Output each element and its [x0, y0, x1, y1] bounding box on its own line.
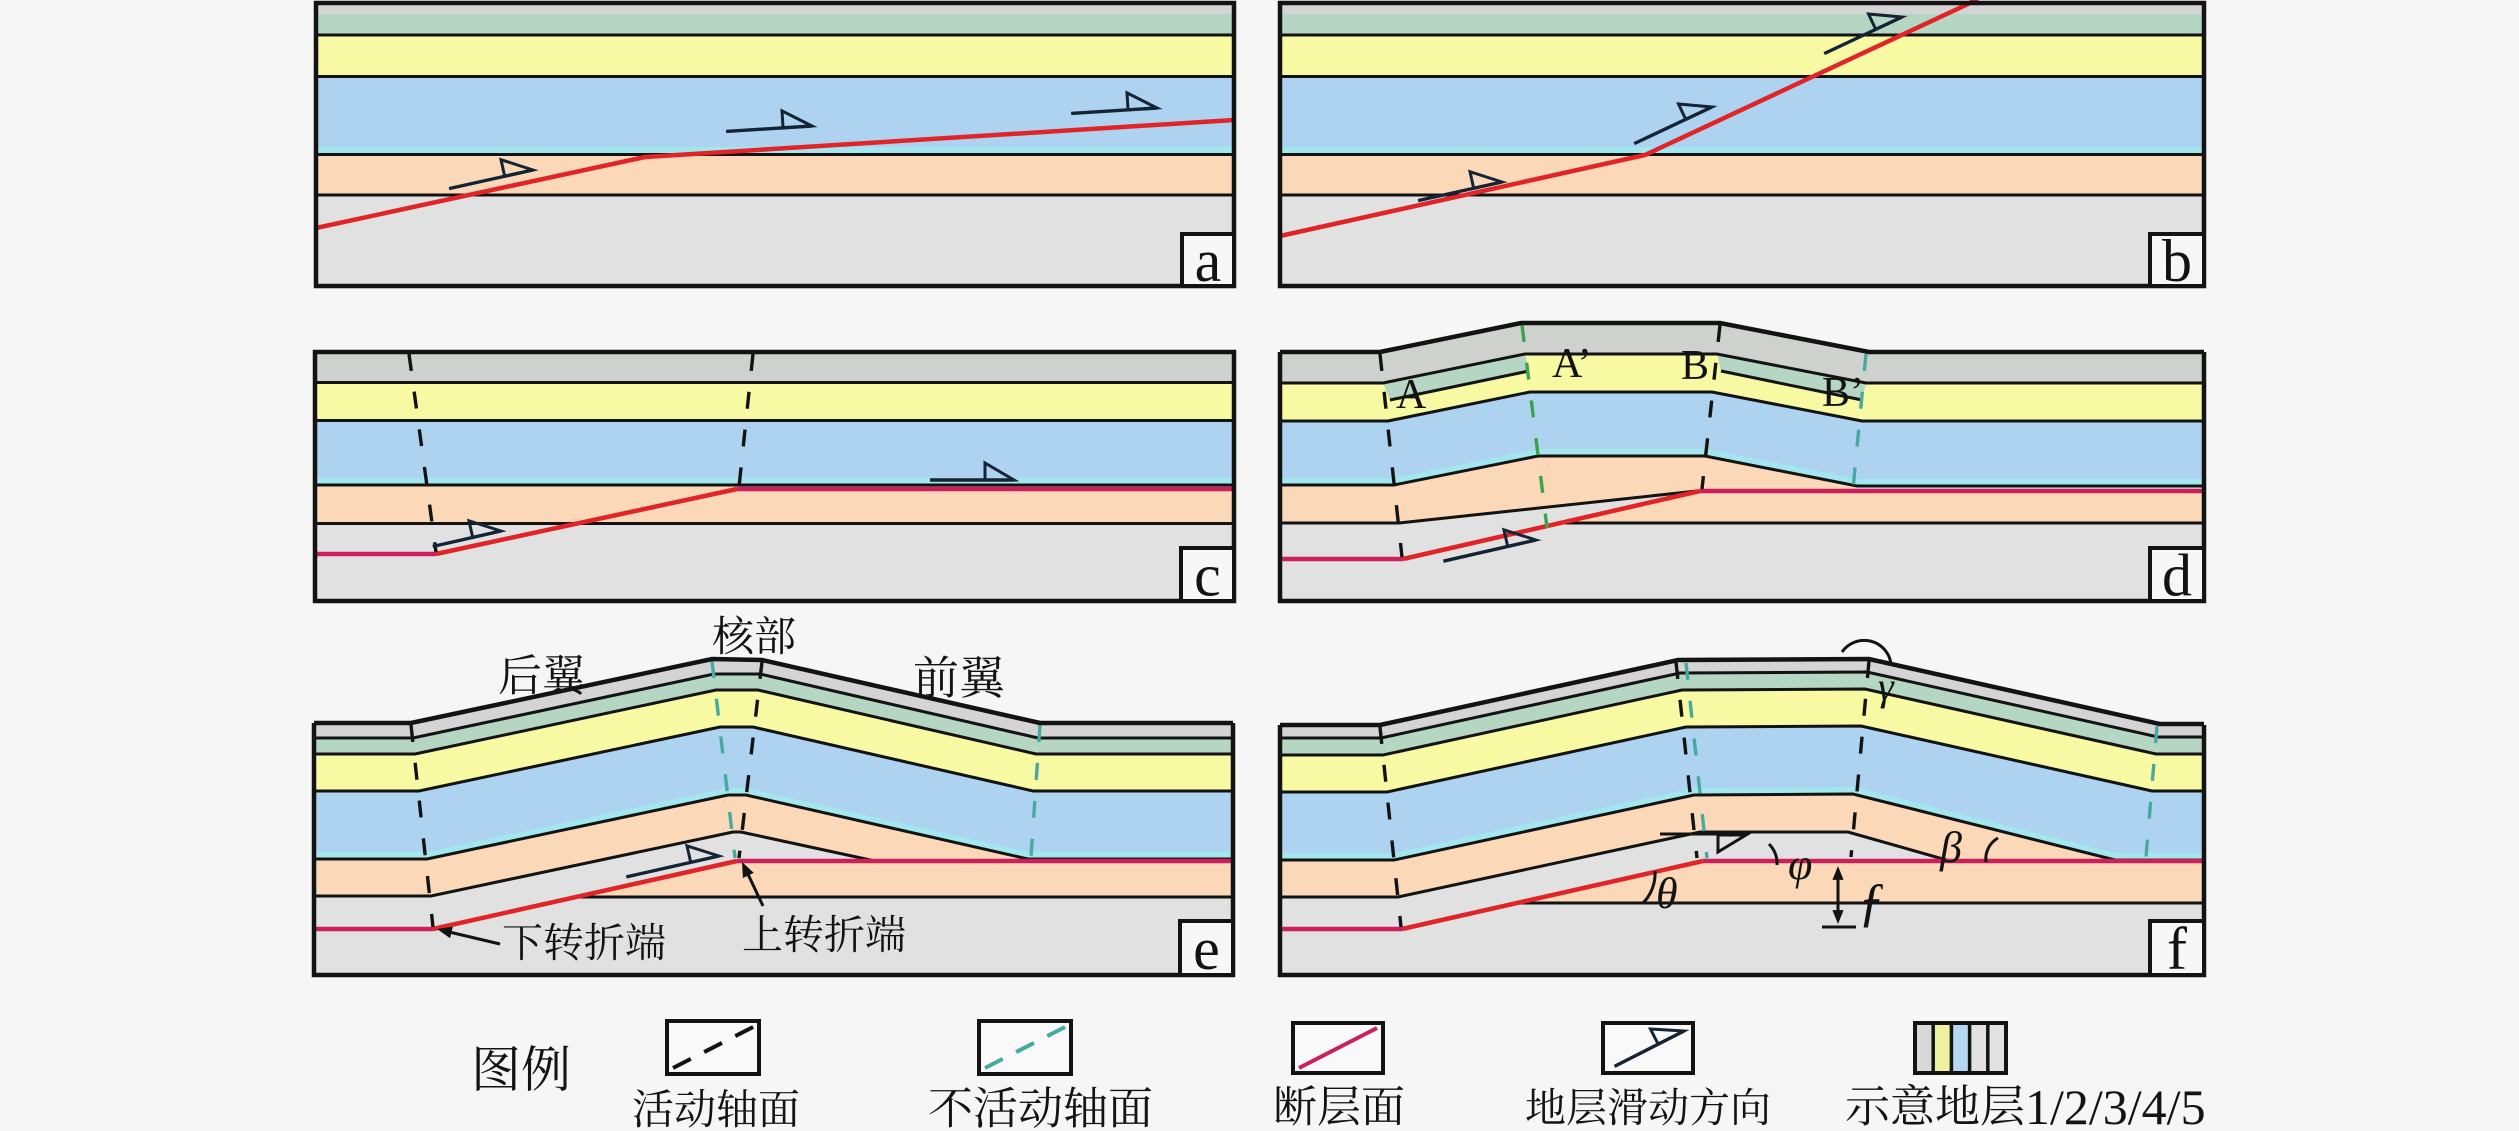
svg-text:ƒ: ƒ	[1858, 872, 1885, 932]
svg-text:f: f	[2167, 916, 2187, 982]
svg-text:B: B	[1681, 343, 1709, 389]
svg-text:θ: θ	[1656, 869, 1678, 918]
svg-text:β: β	[1939, 823, 1962, 872]
svg-text:b: b	[2162, 228, 2192, 294]
svg-text:e: e	[1193, 916, 1220, 982]
svg-text:A’: A’	[1552, 341, 1592, 387]
svg-text:a: a	[1195, 228, 1222, 294]
svg-text:B’: B’	[1822, 370, 1864, 416]
svg-text:c: c	[1194, 543, 1221, 609]
svg-text:1/2/3/4/5: 1/2/3/4/5	[2025, 1079, 2206, 1131]
svg-text:A: A	[1396, 372, 1427, 418]
svg-text:d: d	[2162, 543, 2192, 609]
svg-text:φ: φ	[1788, 840, 1812, 889]
svg-text:γ: γ	[1878, 664, 1895, 709]
